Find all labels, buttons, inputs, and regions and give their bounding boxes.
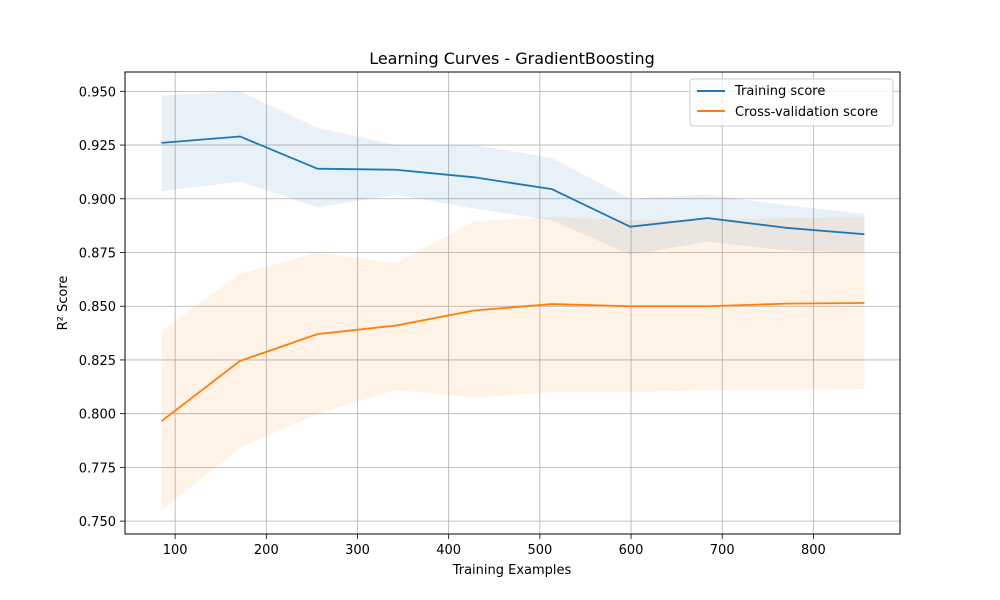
x-tick-label: 200 xyxy=(254,543,279,558)
series-lines xyxy=(160,135,865,422)
y-tick-label: 0.950 xyxy=(79,85,116,100)
y-tick-label: 0.900 xyxy=(79,193,116,208)
y-tick-label: 0.775 xyxy=(79,461,116,476)
chart-title: Learning Curves - GradientBoosting xyxy=(369,49,655,68)
training-score-line xyxy=(161,135,865,236)
y-tick-label: 0.800 xyxy=(79,408,116,423)
y-tick-label: 0.925 xyxy=(79,139,116,154)
y-axis-label: R² Score xyxy=(56,276,71,331)
legend-box xyxy=(689,78,894,127)
cross-validation-score-line xyxy=(160,302,865,422)
legend: Training score Cross-validation score xyxy=(689,78,894,127)
x-tick-label: 300 xyxy=(345,543,370,558)
x-axis-ticks: 100 200 300 400 500 600 700 800 xyxy=(163,534,826,558)
legend-label-cross-validation: Cross-validation score xyxy=(735,105,878,120)
x-axis-label: Training Examples xyxy=(452,563,572,578)
x-tick-label: 800 xyxy=(801,543,826,558)
x-tick-label: 100 xyxy=(163,543,188,558)
x-tick-label: 700 xyxy=(710,543,735,558)
grid-lines xyxy=(125,72,900,534)
y-axis-ticks: 0.750 0.775 0.800 0.825 0.850 0.875 0.900 0.925… xyxy=(79,85,125,530)
legend-label-training: Training score xyxy=(734,84,825,99)
x-tick-label: 500 xyxy=(527,543,552,558)
training-std-band xyxy=(161,91,865,255)
x-tick-label: 600 xyxy=(619,543,644,558)
y-tick-label: 0.750 xyxy=(79,515,116,530)
y-tick-label: 0.875 xyxy=(79,247,116,262)
y-tick-label: 0.850 xyxy=(79,300,116,315)
x-tick-label: 400 xyxy=(436,543,461,558)
cross-validation-std-band xyxy=(161,217,865,511)
y-tick-label: 0.825 xyxy=(79,354,116,369)
confidence-bands xyxy=(161,91,865,511)
plot-area-frame xyxy=(124,71,901,535)
